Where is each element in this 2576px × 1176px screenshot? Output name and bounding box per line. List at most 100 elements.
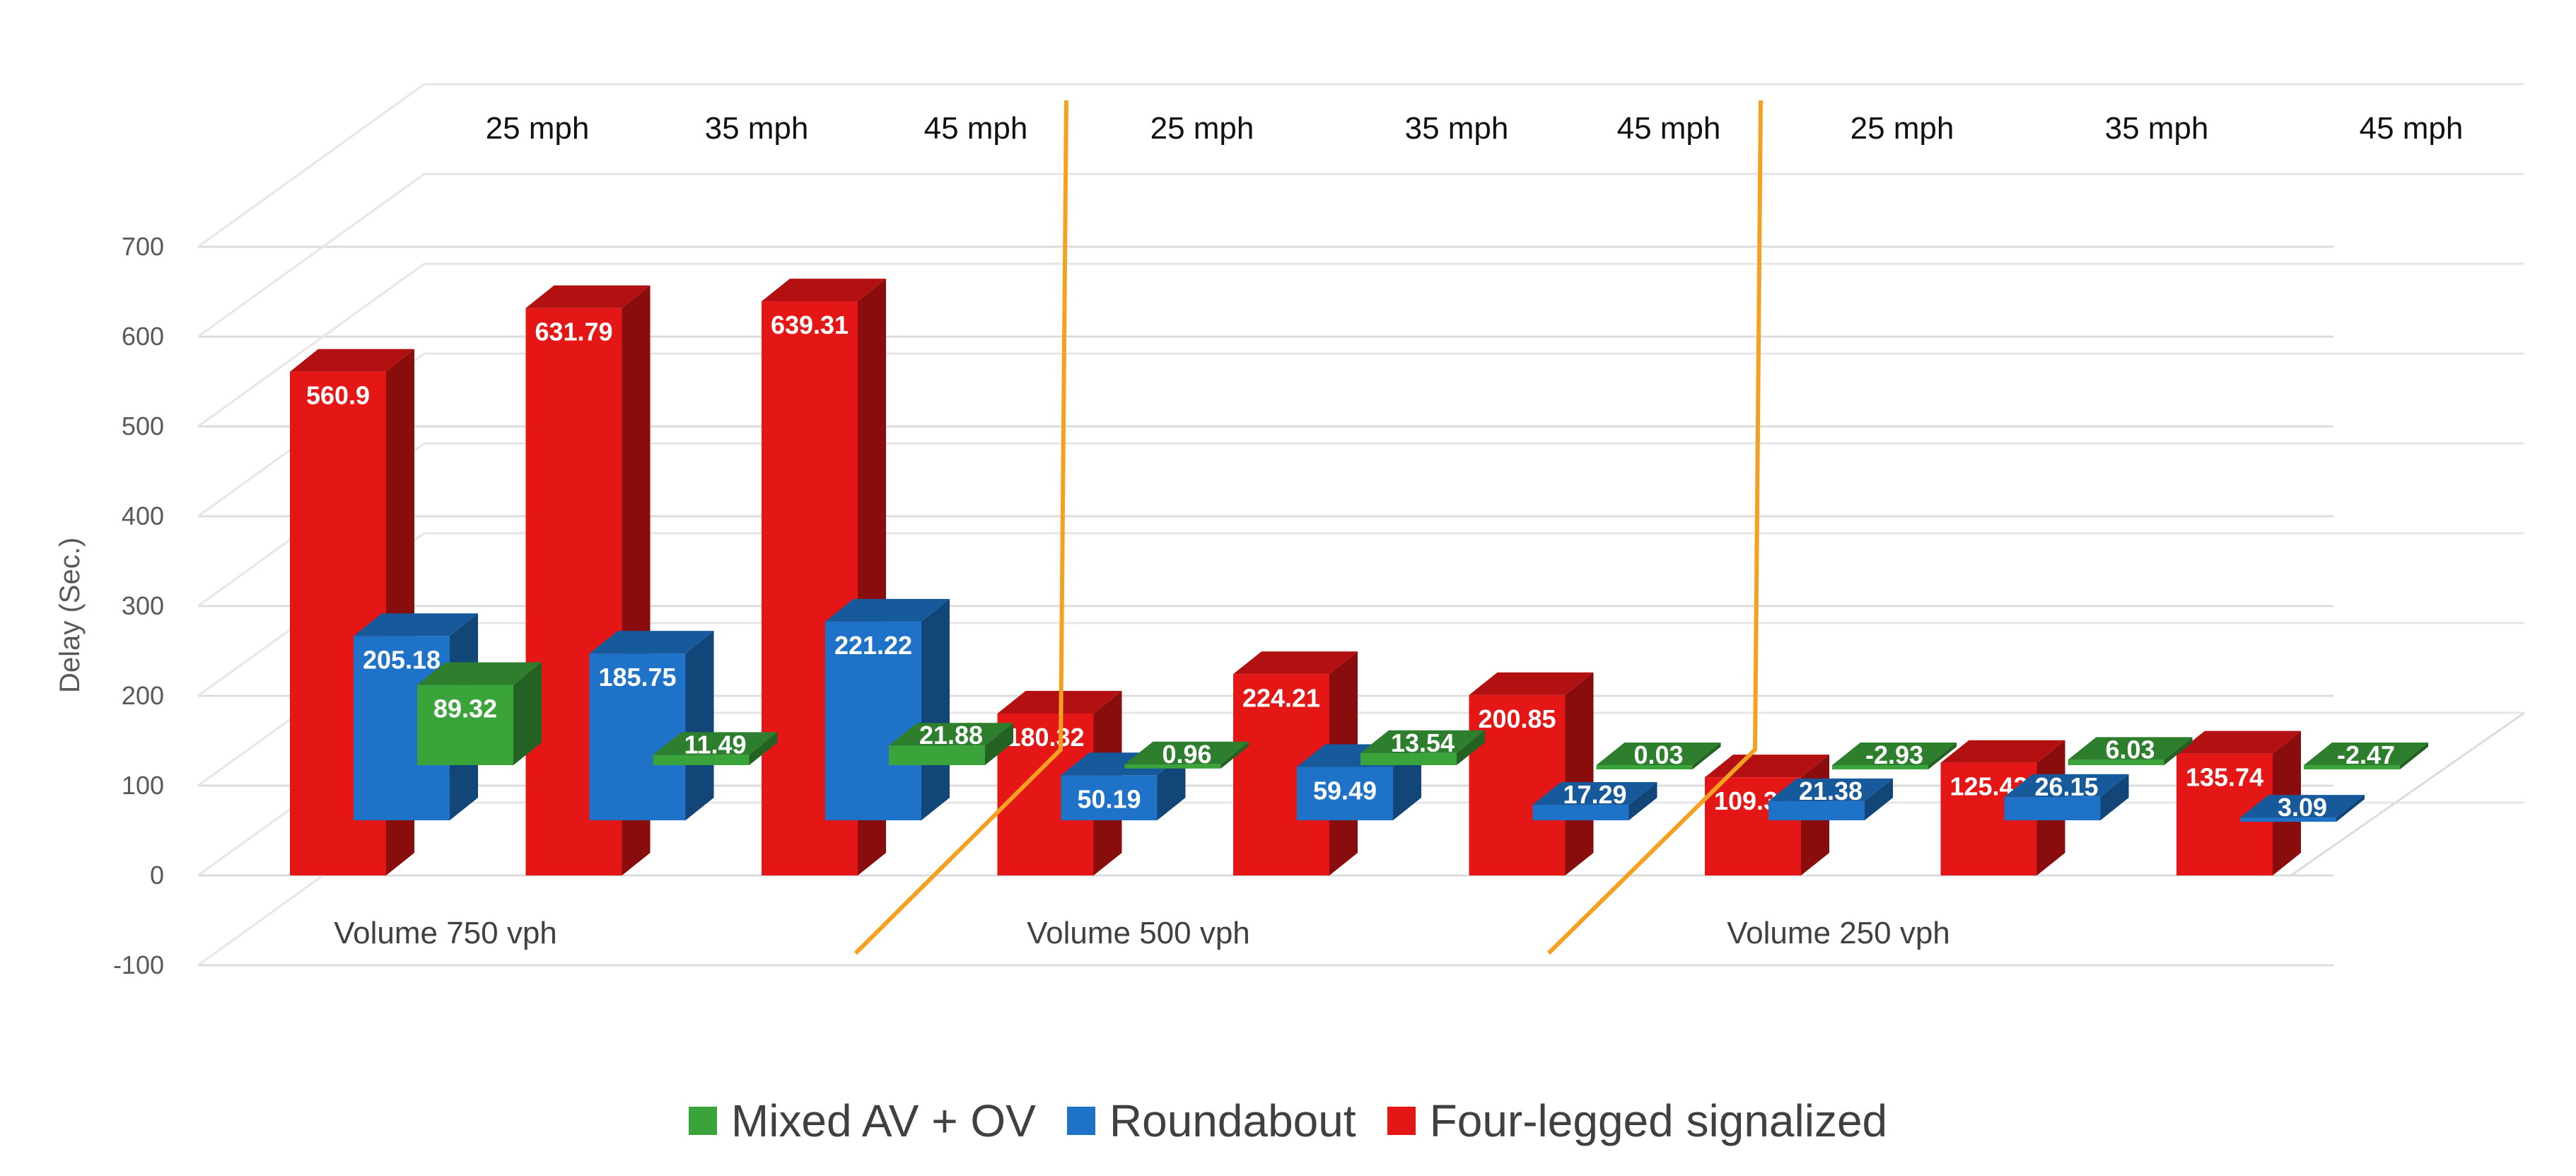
bar-1-6-front [1768, 801, 1865, 820]
bar-2-5-side [1565, 672, 1594, 875]
legend-label-mixed: Mixed AV + OV [730, 1095, 1036, 1146]
bar-0-0-top [417, 662, 542, 685]
data-label: 21.88 [919, 721, 983, 750]
speed-label: 25 mph [1851, 111, 1954, 146]
bar-2-8-top [2176, 730, 2301, 754]
data-label: 185.75 [598, 663, 676, 692]
data-label: 639.31 [771, 310, 849, 339]
bar-1-8-side [2336, 795, 2365, 822]
bar-0-0-side [513, 662, 542, 765]
bar-1-8-front [2240, 817, 2336, 822]
group-label: Volume 250 vph [1727, 916, 1950, 950]
bar-0-8-front [2304, 765, 2400, 769]
data-label: 0.03 [1633, 740, 1683, 769]
bar-0-5-side [1692, 742, 1721, 769]
speed-label: 25 mph [1150, 111, 1254, 146]
bar-1-5-front [1532, 805, 1629, 820]
legend-label-roundabout: Roundabout [1109, 1095, 1356, 1146]
y-tick-label: 100 [122, 771, 164, 800]
data-label: 205.18 [363, 645, 441, 674]
bar-1-5-side [1628, 782, 1657, 820]
data-label: 26.15 [2034, 772, 2098, 801]
bar-0-5-front [1596, 764, 1693, 769]
bar-0-7-top [2068, 737, 2193, 760]
bar-1-0-top [354, 613, 478, 636]
bar-2-4-top [1233, 651, 1358, 675]
data-label: 0.96 [1162, 740, 1211, 769]
data-label: 13.54 [1391, 728, 1455, 757]
bar-1-7-side [2100, 774, 2129, 820]
speed-label: 25 mph [486, 111, 590, 146]
data-label: 135.74 [2186, 763, 2263, 792]
speed-label: 45 mph [2360, 111, 2464, 146]
bar-0-4-front [1360, 752, 1457, 765]
bar-0-8-side [2400, 743, 2428, 769]
bar-1-2-front [825, 622, 921, 820]
bar-0-1-front [653, 755, 750, 765]
bar-1-8-top [2240, 795, 2365, 818]
data-label: 200.85 [1478, 704, 1556, 733]
data-label: 50.19 [1077, 784, 1141, 813]
bar-1-6-side [1865, 778, 1893, 820]
data-label: 221.22 [834, 631, 912, 660]
data-label: 224.21 [1242, 683, 1320, 712]
bar-0-3-front [1124, 764, 1221, 769]
bar-0-6-side [1928, 743, 1957, 769]
bar-1-7-front [2004, 796, 2101, 820]
bar-1-1-side [685, 631, 714, 820]
data-label: 21.38 [1799, 776, 1863, 805]
bar-1-2-side [921, 599, 950, 820]
bar-1-1-top [589, 631, 714, 654]
bar-0-2-front [889, 745, 985, 765]
bar-0-6-top [1832, 743, 1957, 765]
data-label: 180.32 [1006, 723, 1084, 752]
bar-2-2-top [762, 279, 886, 302]
y-tick-label: 0 [150, 861, 164, 890]
y-tick-label: 200 [122, 681, 164, 710]
group-divider [853, 100, 1068, 955]
bar-0-3-side [1220, 741, 1249, 769]
data-label: 631.79 [535, 318, 612, 347]
bar-2-5-front [1469, 694, 1566, 875]
bar-0-2-side [985, 723, 1013, 765]
data-label: -2.47 [2337, 740, 2395, 769]
bar-2-5-top [1469, 672, 1594, 695]
data-label: 6.03 [2105, 735, 2155, 764]
y-tick-label: 400 [122, 501, 164, 530]
speed-label: 35 mph [705, 111, 809, 146]
legend-item-roundabout: Roundabout [1066, 1095, 1356, 1147]
data-label: 560.9 [306, 381, 370, 410]
data-label: 59.49 [1313, 776, 1377, 805]
legend-item-signalized: Four-legged signalized [1387, 1095, 1888, 1147]
gridline-side [197, 173, 425, 338]
bar-2-7-top [1940, 740, 2065, 763]
legend-item-mixed: Mixed AV + OV [688, 1095, 1036, 1147]
floor-edge-right [2290, 711, 2525, 877]
bar-0-0-front [417, 685, 513, 765]
data-label: 17.29 [1563, 780, 1626, 809]
group-label: Volume 750 vph [334, 916, 557, 950]
bar-1-3-side [1157, 752, 1186, 820]
bar-1-3-front [1061, 775, 1158, 820]
legend-label-signalized: Four-legged signalized [1429, 1095, 1888, 1146]
legend-swatch-mixed [688, 1107, 717, 1135]
data-label: 89.32 [433, 694, 497, 723]
y-tick-label: 600 [122, 322, 164, 351]
gridline-side [197, 83, 425, 248]
y-tick-label: 300 [122, 591, 164, 620]
y-tick-label: 500 [122, 412, 164, 441]
bar-1-6-top [1768, 778, 1893, 801]
y-tick-label: 700 [122, 232, 164, 261]
bar-0-8-top [2304, 743, 2428, 765]
bar-0-3-top [1124, 741, 1249, 764]
data-label: 3.09 [2278, 793, 2327, 822]
bar-0-7-front [2068, 759, 2164, 765]
bar-2-1-top [525, 285, 651, 308]
bar-0-5-top [1596, 742, 1721, 765]
bar-0-4-side [1457, 730, 1485, 765]
gridline-side [197, 262, 425, 428]
bar-0-4-top [1360, 730, 1485, 753]
legend: Mixed AV + OV Roundabout Four-legged sig… [0, 1089, 2576, 1153]
